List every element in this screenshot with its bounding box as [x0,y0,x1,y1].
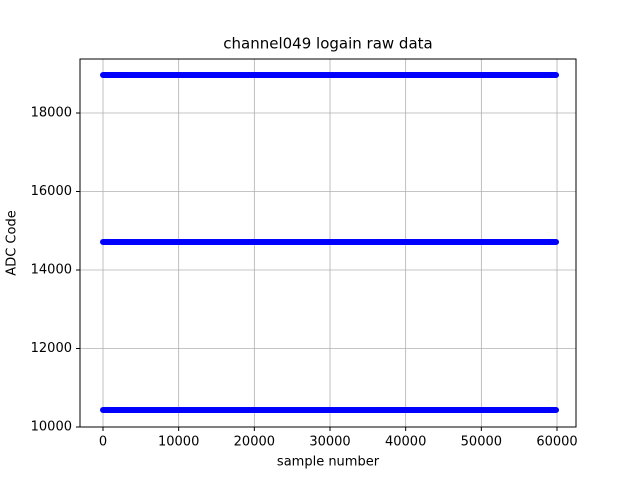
y-tick-label: 10000 [31,420,72,435]
y-tick-label: 14000 [31,263,72,278]
chart-title: channel049 logain raw data [223,35,432,53]
x-tick-label: 40000 [385,435,426,450]
plot-frame [79,58,577,428]
y-tick-label: 16000 [31,184,72,199]
x-tick-label: 30000 [309,435,350,450]
x-tick-label: 10000 [158,435,199,450]
y-tick-label: 12000 [31,341,72,356]
x-tick-label: 0 [99,435,107,450]
x-axis-label: sample number [277,455,380,470]
x-tick-label: 60000 [536,435,577,450]
y-axis-label: ADC Code [5,210,20,275]
x-tick-label: 50000 [461,435,502,450]
y-tick-label: 18000 [31,106,72,121]
x-tick-label: 20000 [234,435,275,450]
